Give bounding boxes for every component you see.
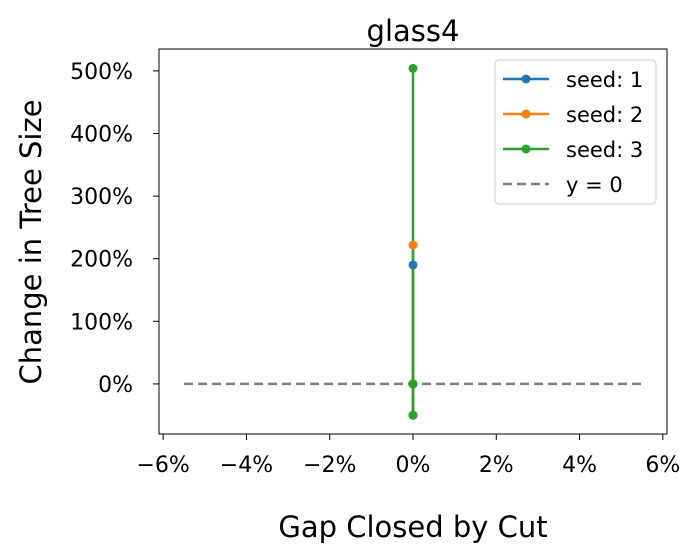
x-tick-label: 4%: [562, 453, 597, 478]
y-axis-label: Change in Tree Size: [14, 99, 48, 384]
x-tick-label: −4%: [220, 453, 273, 478]
x-axis-label: Gap Closed by Cut: [278, 510, 547, 544]
x-tick-label: 2%: [479, 453, 514, 478]
x-tick-label: −6%: [136, 453, 189, 478]
legend-marker-2: [521, 109, 531, 119]
legend: seed: 1 seed: 2 seed: 3 y = 0: [494, 59, 657, 205]
series-3-point: [408, 379, 418, 389]
plot-area: [183, 63, 643, 420]
legend-label-1: seed: 1: [566, 68, 643, 92]
y-tick-label: 200%: [70, 248, 133, 273]
legend-marker-3: [521, 144, 531, 154]
legend-marker-1: [521, 74, 531, 84]
legend-label-2: seed: 2: [566, 103, 643, 127]
series-1-point: [408, 260, 418, 270]
legend-label-3: seed: 3: [566, 138, 643, 162]
y-tick-label: 500%: [70, 60, 133, 85]
legend-label-4: y = 0: [566, 173, 623, 197]
axis-ticks: −6% −4% −2% 0% 2% 4% 6% 0% 100% 200% 300% 400% 500%: [70, 60, 680, 478]
series-3-point: [408, 410, 418, 420]
y-tick-label: 300%: [70, 185, 133, 210]
y-tick-label: 400%: [70, 123, 133, 148]
chart-title: glass4: [367, 14, 460, 48]
x-tick-label: −2%: [303, 453, 356, 478]
x-tick-label: 6%: [645, 453, 680, 478]
y-tick-label: 100%: [70, 310, 133, 335]
x-tick-label: 0%: [396, 453, 431, 478]
y-tick-label: 0%: [98, 373, 133, 398]
series-2-point: [408, 240, 418, 250]
series-3-point: [408, 63, 418, 73]
legend-box: [494, 59, 657, 205]
